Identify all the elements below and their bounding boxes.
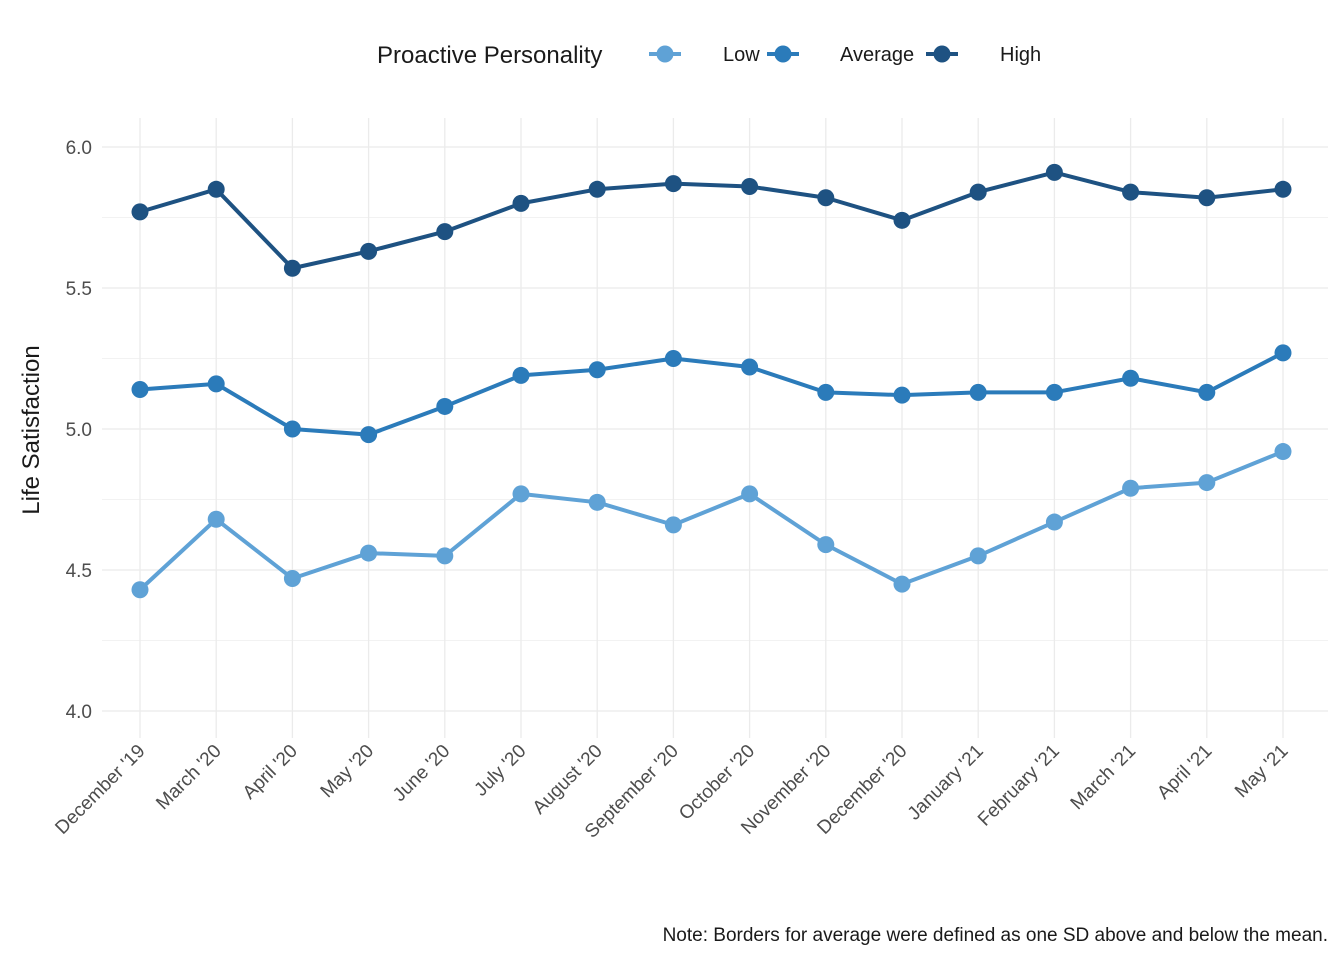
data-point-average [512,366,530,384]
data-point-low [1198,474,1216,492]
x-tick-label: October '20 [675,741,759,825]
x-tick-label: June '20 [389,741,454,806]
data-point-high [512,194,530,212]
data-point-low [817,536,835,554]
data-point-high [1274,180,1292,198]
y-tick-label: 5.0 [66,420,92,441]
data-point-average [664,350,682,367]
data-point-average [436,397,454,415]
x-tick-label: March '21 [1067,741,1140,814]
data-point-high [131,203,149,221]
data-point-low [1122,479,1140,497]
data-point-average [969,383,987,401]
legend-title: Proactive Personality [377,42,602,69]
data-point-high [436,223,454,241]
data-point-average [283,420,301,438]
y-axis-ticks: 4.0 4.5 5.0 5.5 6.0 [66,138,92,723]
data-point-high [817,189,835,207]
data-point-high [1198,189,1216,207]
data-point-high [741,177,759,195]
series-high [131,163,1292,277]
x-tick-label: July '20 [471,741,531,801]
data-point-low [664,516,682,534]
data-point-low [207,510,225,528]
data-point-high [969,183,987,201]
series-average [131,344,1292,444]
data-point-average [360,426,378,444]
y-axis-title: Life Satisfaction [18,345,45,514]
legend-key-point [774,45,792,63]
data-point-high [588,180,606,198]
x-tick-label: May '21 [1231,741,1292,802]
footnote: Note: Borders for average were defined a… [663,925,1328,946]
data-point-average [131,381,149,399]
data-point-average [1198,383,1216,401]
x-tick-label: February '21 [974,741,1064,831]
data-point-high [1122,183,1140,201]
legend-item-low: Low [649,44,760,66]
data-point-low [588,493,606,511]
data-point-low [969,547,987,565]
data-point-high [893,211,911,229]
data-point-low [1274,443,1292,461]
y-tick-label: 6.0 [66,138,92,159]
data-point-high [664,175,682,193]
data-point-low [360,544,378,562]
data-point-low [1045,513,1063,531]
y-tick-label: 4.0 [66,702,92,723]
series-line-low [138,449,1284,592]
data-point-average [1122,369,1140,387]
legend-item-high: High [926,44,1041,66]
x-tick-label: May '20 [317,741,378,802]
data-point-high [1045,163,1063,181]
x-axis-ticks: December '19 March '20 April '20 May '20 Jun… [51,741,1292,843]
x-tick-label: March '20 [152,741,225,814]
data-point-average [588,361,606,379]
data-point-average [893,386,911,404]
x-tick-label: January '21 [904,741,988,825]
data-point-low [436,547,454,565]
legend-label: Average [840,44,914,66]
data-point-average [1045,383,1063,401]
legend-item-average: Average [767,44,914,66]
data-point-low [283,569,301,587]
x-tick-label: April '21 [1153,741,1216,804]
legend: Proactive Personality Low Average High [377,42,1041,69]
y-tick-label: 5.5 [66,279,92,300]
legend-key-point [933,45,951,63]
data-point-low [131,581,149,599]
data-point-average [207,375,225,393]
data-point-average [741,358,759,376]
series-line-high [139,170,1284,271]
data-point-low [893,575,911,593]
legend-label: Low [723,44,760,66]
data-point-low [512,485,530,503]
data-point-high [207,180,225,198]
x-tick-label: December '19 [51,741,149,839]
data-point-average [817,383,835,401]
series-low [131,443,1292,599]
legend-key-point [656,45,674,63]
x-tick-label: August '20 [529,741,607,819]
y-tick-label: 4.5 [66,561,92,582]
series-line-average [139,351,1284,437]
data-point-high [283,259,301,277]
x-tick-label: April '20 [239,741,302,804]
legend-label: High [1000,44,1041,66]
data-point-average [1274,344,1292,362]
series [131,163,1292,599]
data-point-low [741,485,759,503]
data-point-high [360,242,378,260]
